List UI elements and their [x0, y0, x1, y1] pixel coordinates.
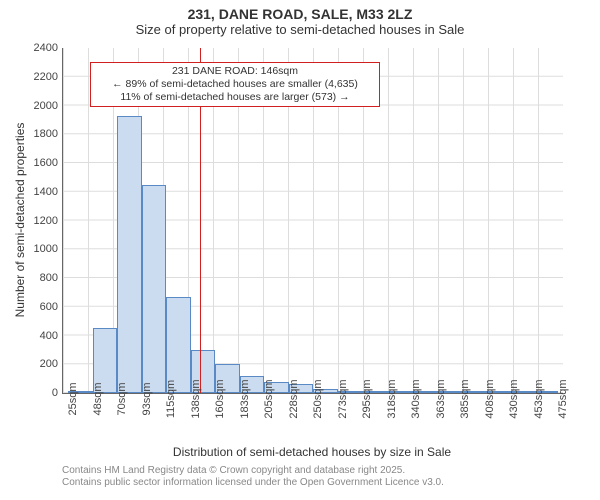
x-tick-label: 115sqm [165, 380, 177, 418]
x-tick-label: 48sqm [92, 382, 104, 415]
x-tick-label: 228sqm [288, 379, 300, 418]
x-tick-label: 453sqm [533, 379, 545, 418]
y-tick-label: 1200 [0, 215, 58, 227]
title-address: 231, DANE ROAD, SALE, M33 2LZ [0, 6, 600, 22]
x-tick-label: 430sqm [508, 379, 520, 418]
x-tick-label: 295sqm [361, 379, 373, 418]
x-tick-label: 340sqm [410, 379, 422, 418]
y-tick-label: 400 [0, 330, 58, 342]
histogram-bar [142, 185, 166, 393]
title-block: 231, DANE ROAD, SALE, M33 2LZ Size of pr… [0, 0, 600, 37]
x-tick-label: 475sqm [557, 379, 569, 418]
x-tick-label: 183sqm [239, 379, 251, 418]
x-tick-label: 160sqm [214, 379, 226, 418]
title-subtitle: Size of property relative to semi-detach… [0, 22, 600, 37]
annotation-line1: 231 DANE ROAD: 146sqm [95, 65, 375, 78]
y-tick-label: 0 [0, 387, 58, 399]
y-tick-label: 1800 [0, 128, 58, 140]
x-tick-label: 138sqm [190, 379, 202, 418]
chart-container: 231, DANE ROAD, SALE, M33 2LZ Size of pr… [0, 0, 600, 500]
x-tick-label: 205sqm [263, 379, 275, 418]
x-tick-label: 25sqm [67, 382, 79, 415]
x-tick-label: 273sqm [337, 379, 349, 418]
annotation-line3: 11% of semi-detached houses are larger (… [95, 91, 375, 104]
y-tick-label: 1400 [0, 186, 58, 198]
x-tick-label: 385sqm [459, 379, 471, 418]
y-tick-label: 200 [0, 358, 58, 370]
y-tick-label: 2400 [0, 42, 58, 54]
attribution-line1: Contains HM Land Registry data © Crown c… [62, 465, 444, 477]
x-axis-title: Distribution of semi-detached houses by … [62, 445, 562, 459]
x-tick-label: 93sqm [141, 382, 153, 415]
annotation-box: 231 DANE ROAD: 146sqm ← 89% of semi-deta… [90, 62, 380, 107]
y-axis-title: Number of semi-detached properties [13, 70, 27, 370]
x-tick-label: 408sqm [484, 379, 496, 418]
x-tick-label: 70sqm [116, 382, 128, 415]
histogram-bar [166, 297, 191, 393]
y-tick-label: 800 [0, 272, 58, 284]
y-tick-label: 600 [0, 301, 58, 313]
x-tick-label: 363sqm [435, 379, 447, 418]
attribution-block: Contains HM Land Registry data © Crown c… [62, 465, 444, 489]
y-tick-label: 2200 [0, 71, 58, 83]
annotation-line2: ← 89% of semi-detached houses are smalle… [95, 78, 375, 91]
attribution-line2: Contains public sector information licen… [62, 477, 444, 489]
y-tick-label: 1600 [0, 157, 58, 169]
y-tick-label: 2000 [0, 100, 58, 112]
x-tick-label: 318sqm [386, 379, 398, 418]
histogram-bar [117, 116, 142, 393]
y-tick-label: 1000 [0, 243, 58, 255]
x-tick-label: 250sqm [312, 379, 324, 418]
